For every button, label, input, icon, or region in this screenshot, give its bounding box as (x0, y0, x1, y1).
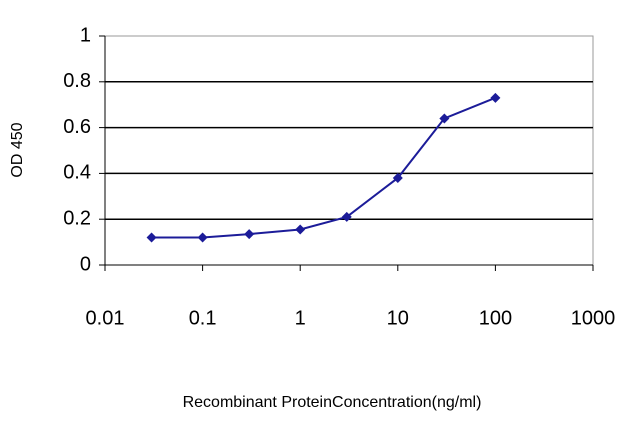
data-point (341, 211, 352, 222)
x-tick-label: 100 (479, 307, 512, 329)
data-line (151, 96, 496, 239)
y-tick-label: 0.2 (63, 207, 91, 229)
data-point (490, 92, 501, 103)
x-tick-label: 1000 (571, 307, 616, 329)
x-tick-label: 10 (387, 307, 409, 329)
y-tick-label: 0.8 (63, 70, 91, 92)
plot-area (104, 35, 594, 266)
data-point (439, 113, 450, 124)
y-tick-label: 1 (80, 24, 91, 46)
data-point (392, 172, 403, 183)
y-tick-label: 0 (80, 253, 91, 275)
data-point (146, 232, 157, 243)
data-point (197, 232, 208, 243)
data-point (295, 224, 306, 235)
y-tick-label: 0.6 (63, 116, 91, 138)
x-axis-label: Recombinant ProteinConcentration(ng/ml) (183, 394, 482, 411)
x-tick-label: 0.01 (86, 307, 125, 329)
y-tick-label: 0.4 (63, 162, 91, 184)
data-point (244, 229, 255, 240)
x-tick-label: 1 (295, 307, 306, 329)
y-axis-label: OD 450 (9, 122, 26, 177)
x-tick-label: 0.1 (189, 307, 217, 329)
